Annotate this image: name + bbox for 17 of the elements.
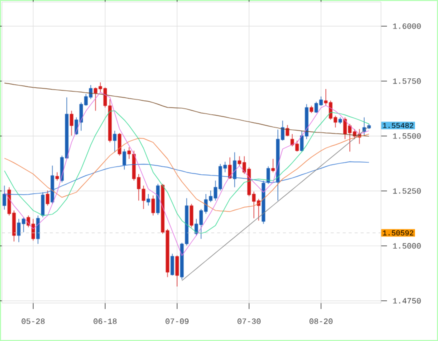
candlestick xyxy=(113,130,116,153)
candlestick xyxy=(70,110,74,136)
candlestick xyxy=(190,204,194,228)
candlestick xyxy=(146,194,150,206)
candlestick xyxy=(118,132,122,156)
candlestick xyxy=(175,255,179,287)
candlestick xyxy=(2,185,6,210)
candlestick xyxy=(170,253,174,276)
candlestick xyxy=(232,152,236,188)
candlestick xyxy=(266,166,270,184)
candlestick xyxy=(271,158,275,173)
candlestick xyxy=(36,215,40,244)
candlestick xyxy=(151,195,155,216)
candlestick xyxy=(41,192,45,218)
candlestick xyxy=(46,190,50,206)
candlestick xyxy=(122,148,126,170)
candlestick xyxy=(228,157,232,180)
